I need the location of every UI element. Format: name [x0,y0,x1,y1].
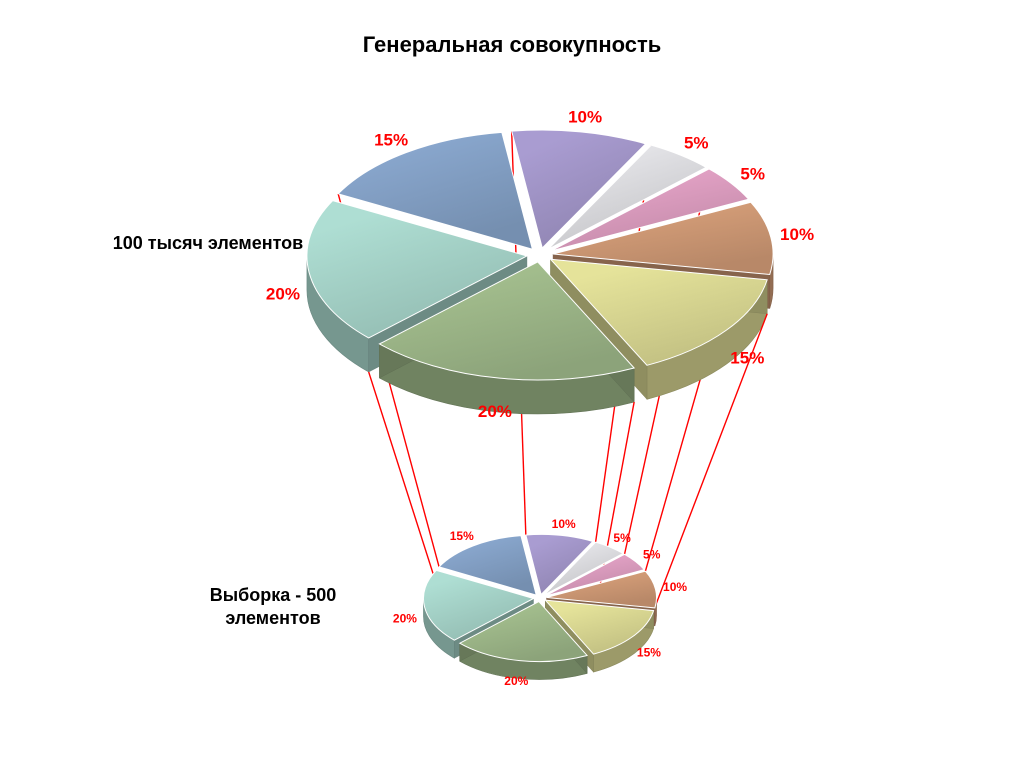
big-pct-label: 5% [684,133,709,152]
big-pct-label: 20% [266,284,300,303]
small-pct-label: 10% [663,580,687,594]
pie-diagram: 10%5%5%10%15%20%20%15%10%5%5%10%15%20%20… [0,0,1024,767]
small-pie [423,534,656,679]
big-pct-label: 10% [568,107,602,126]
big-pie [307,130,773,414]
small-pct-label: 20% [393,611,417,625]
big-pct-label: 5% [740,165,765,184]
big-pct-label: 15% [374,130,408,149]
big-pct-label: 10% [780,225,814,244]
small-pct-label: 10% [552,517,576,531]
small-pct-label: 15% [450,529,474,543]
